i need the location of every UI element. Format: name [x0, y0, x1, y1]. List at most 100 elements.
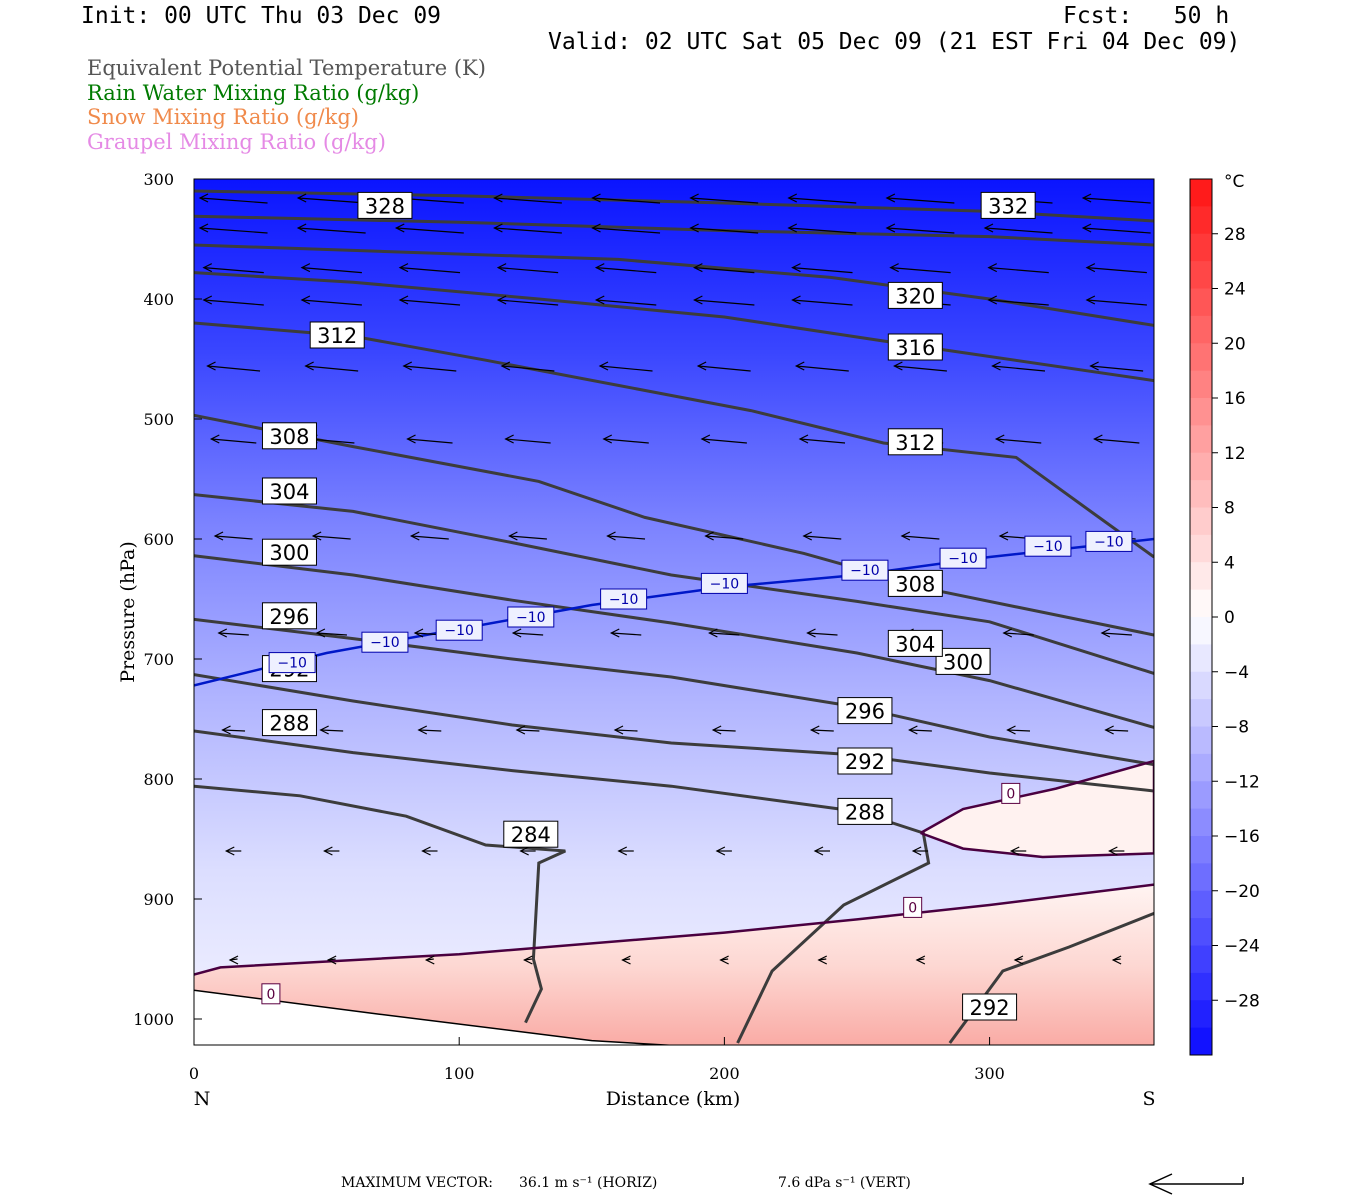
axes: 0 100 200 300 300 400 500 600 700 800 900 1000: [133, 170, 1005, 1083]
colorbar-segment: [1190, 534, 1212, 563]
wind-vector-head: [998, 531, 1009, 541]
colorbar-tick-label: −16: [1224, 827, 1260, 847]
isotherm-label: −10: [277, 656, 307, 672]
colorbar-tick-label: 28: [1224, 225, 1246, 245]
wind-vector: [298, 197, 366, 204]
wind-vector: [494, 227, 562, 234]
wind-vector-head: [885, 223, 896, 233]
theta-e-label-box: [309, 321, 365, 349]
wind-vector: [407, 438, 453, 444]
colorbar-segment: [1190, 1000, 1212, 1029]
theta-e-label-292: 292: [970, 996, 1010, 1020]
wind-vector: [799, 438, 846, 444]
isotherm-label-box: [268, 652, 316, 674]
colorbar-segment: [1190, 233, 1212, 262]
colorbar-segment: [1190, 206, 1212, 235]
colorbar-segment: [1190, 288, 1212, 317]
theta-e-label-308: 308: [269, 425, 309, 449]
theta-e-label-box: [261, 538, 317, 566]
colorbar-segment: [1190, 179, 1212, 207]
wind-vector-head: [304, 361, 314, 371]
wind-vector-head: [515, 725, 526, 735]
wind-vector: [803, 535, 842, 540]
colorbar-segment: [1190, 261, 1212, 289]
theta-e-label-292: 292: [845, 750, 885, 774]
wind-vector-head: [398, 295, 409, 305]
wind-vector-head: [198, 193, 209, 203]
wind-vector: [396, 227, 464, 234]
colorbar-tick-label: 4: [1224, 553, 1235, 573]
wind-vector-head: [1104, 725, 1114, 735]
isotherm-label: −10: [444, 623, 474, 639]
footer-max-vector-label: MAXIMUM VECTOR:: [341, 1175, 493, 1191]
colorbar-tick-label: −20: [1224, 882, 1260, 902]
wind-vector-head: [413, 628, 424, 638]
wind-vector: [403, 365, 457, 372]
wind-vector-head: [802, 531, 813, 541]
forecast-hour-label: Fcst: 50 h: [1063, 3, 1230, 29]
freezing-line-aloft: [919, 759, 1154, 859]
colorbar-segment: [1190, 589, 1212, 618]
theta-e-label-box: [887, 333, 943, 361]
wind-vector-head: [1093, 434, 1103, 444]
y-tick-label: 300: [143, 170, 174, 189]
y-tick-label: 1000: [133, 1010, 174, 1029]
wind-vector: [313, 535, 351, 540]
wind-vector-head: [911, 846, 922, 856]
freezing-label: 0: [266, 987, 275, 1003]
wind-vector-head: [700, 434, 711, 444]
theta-e-label-296: 296: [845, 700, 885, 724]
wind-vector: [796, 365, 849, 372]
wind-vector-head: [523, 955, 533, 965]
theta-e-label-300: 300: [943, 650, 983, 674]
theta-e-label-box: [503, 820, 559, 848]
valid-time-label: Valid: 02 UTC Sat 05 Dec 09 (21 EST Fri …: [548, 29, 1241, 55]
theta-e-contour-312: [194, 321, 1154, 559]
theta-e-contour-300: [194, 554, 1154, 729]
legend-snow: Snow Mixing Ratio (g/kg): [87, 105, 359, 129]
theta-e-contour-320: [194, 243, 1154, 327]
wind-vector: [411, 535, 449, 540]
y-tick-label: 900: [143, 890, 174, 909]
wind-vector-head: [1009, 846, 1020, 856]
colorbar-tick-label: −24: [1224, 937, 1260, 957]
wind-vector-head: [621, 955, 631, 965]
wind-vector: [222, 729, 246, 732]
wind-vector: [984, 227, 1053, 234]
wind-vector: [214, 535, 253, 540]
wind-vector: [203, 267, 264, 274]
colorbar-segment: [1190, 972, 1212, 1001]
colorbar-segment: [1190, 562, 1212, 591]
freezing-label-box: [1001, 782, 1021, 804]
wind-vector: [1007, 729, 1031, 732]
wind-vector-head: [689, 223, 699, 233]
wind-vector-head: [708, 628, 718, 638]
wind-vector-head: [591, 223, 601, 233]
wind-vector: [203, 299, 264, 306]
wind-vector-head: [424, 955, 435, 965]
colorbar-segment: [1190, 617, 1212, 645]
colorbar-segment: [1190, 945, 1212, 974]
wind-vector-head: [209, 434, 220, 444]
wind-vector: [713, 729, 736, 732]
wind-vector-head: [323, 846, 333, 856]
wind-vector-head: [1085, 295, 1096, 305]
wind-vector-head: [609, 628, 620, 638]
theta-e-label-box: [261, 709, 317, 737]
wind-vector-head: [296, 193, 307, 203]
wind-vector-head: [719, 955, 729, 965]
colorbar-segment: [1190, 699, 1212, 727]
wind-vector-head: [787, 193, 798, 203]
wind-vector-head: [602, 434, 613, 444]
isotherm-label-box: [700, 572, 748, 594]
colorbar-tick-label: −8: [1224, 718, 1249, 738]
wind-vector-head: [421, 846, 431, 856]
wind-vector: [886, 227, 955, 234]
wind-vector: [592, 197, 661, 204]
legend-graupel: Graupel Mixing Ratio (g/kg): [87, 130, 386, 154]
x-right-end-label: S: [1142, 1088, 1155, 1110]
wind-vector-head: [326, 955, 337, 965]
colorbar-segment: [1190, 918, 1212, 946]
theta-e-label-box: [357, 191, 413, 219]
theta-e-label-300: 300: [269, 541, 309, 565]
